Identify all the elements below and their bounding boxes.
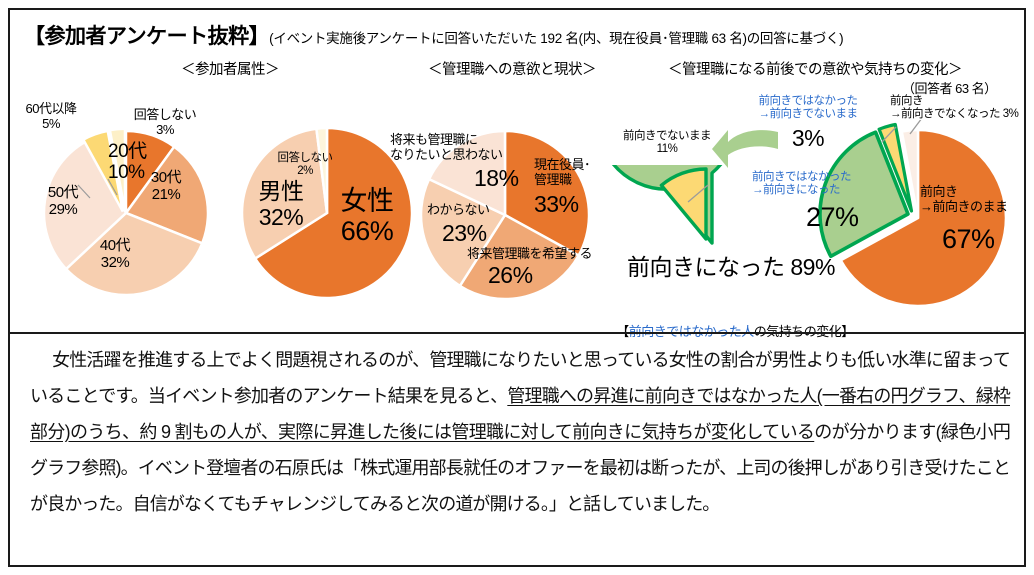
label-became-positive-text: 前向きではなかった →前向きになった	[752, 171, 852, 196]
label-became-negative-text: 前向き →前向きでなくなった 3%	[890, 95, 1019, 120]
page-title: 【参加者アンケート抜粋】(イベント実施後アンケートに回答いただいた 192 名(…	[24, 20, 1014, 50]
pie-chart-management-aspiration-svg	[419, 129, 591, 301]
label-40dai: 40代 32%	[99, 237, 131, 271]
pie-slice-wish-manager	[458, 213, 581, 301]
label-became-positive-pct: 27%	[806, 202, 859, 232]
pie-slice-became-positive	[818, 130, 910, 259]
body-segment-3: のが分かります(緑色小円グラフ参照)。イベント登壇者の石原氏は「株式運用部長就任…	[30, 422, 1011, 514]
pie-chart-participant-attributes	[22, 105, 232, 305]
change-respondent-count: （回答者 63 名）	[902, 81, 997, 96]
label-stayed-positive-text: 前向き →前向きのまま	[920, 184, 1008, 214]
label-unknown-pct: 23%	[442, 220, 487, 246]
pie-slice-no-wish-manager	[427, 129, 507, 217]
pie-chart-before-after-change-svg	[818, 120, 1008, 308]
label-wish-manager-text: 将来管理職を希望する	[467, 246, 593, 261]
pie-slice-female	[253, 126, 414, 300]
section-divider	[10, 332, 1024, 334]
green-chart-caption: 【前向きではなかった人の気持ちの変化】	[570, 321, 900, 340]
label-no-answer-age: 回答しない 3%	[133, 107, 197, 137]
green-arrow-icon	[712, 130, 778, 168]
pie-slice-60dai-ikou	[81, 129, 125, 213]
pie-slice-male	[240, 127, 329, 261]
section-header-attributes: ＜参加者属性＞	[181, 62, 280, 78]
pie-slice-stayed-not-positive	[877, 122, 914, 213]
pie-chart-gender	[232, 120, 422, 305]
label-stayed-not-positive-small: 前向きでないまま 11%	[623, 130, 712, 155]
pie-chart-participant-attributes-svg	[42, 127, 210, 297]
label-female: 女性 66%	[340, 186, 395, 247]
infographic-frame: 【参加者アンケート抜粋】(イベント実施後アンケートに回答いただいた 192 名(…	[8, 8, 1026, 567]
page-title-subtitle: (イベント実施後アンケートに回答いただいた 192 名(内、現在役員･管理職 6…	[269, 31, 844, 46]
caption-highlight: 前向きではなかった人	[628, 324, 755, 339]
label-50dai: 50代 29%	[47, 184, 79, 218]
label-stayed-positive-pct: 67%	[942, 224, 995, 254]
page-title-main: 【参加者アンケート抜粋】	[24, 25, 270, 48]
pie-slice-stayed-not-positive-small	[659, 167, 708, 241]
leader-line-stayed-not-positive	[881, 126, 897, 143]
label-20dai: 20代 10%	[108, 141, 147, 184]
label-became-positive-small: 前向きになった 89%	[627, 254, 835, 280]
pie-chart-management-aspiration	[410, 122, 600, 307]
label-current-manager-pct: 33%	[534, 191, 579, 217]
pie-slice-50dai	[42, 139, 128, 271]
pie-slice-40dai	[64, 211, 204, 297]
pie-chart-gender-svg	[240, 126, 414, 300]
pie-chart-before-after-change	[810, 120, 1020, 315]
body-segment-1: 女性活躍を推進する上でよく問題視されるのが、管理職になりたいと思っている女性の割…	[30, 350, 1011, 406]
caption-rest: の気持ちの変化	[753, 324, 842, 339]
label-stayed-not-positive-pct: 3%	[791, 125, 825, 151]
pie-chart-not-positive-change	[610, 165, 810, 310]
label-wish-manager-pct: 26%	[488, 262, 533, 288]
leader-line-became-negative	[909, 120, 922, 135]
body-segment-underlined: 管理職への昇進に前向きではなかった人(一番右の円グラフ、緑枠部分)のうち、約 9…	[30, 386, 1011, 442]
pie-slice-30dai	[124, 144, 210, 245]
pie-chart-not-positive-change-svg	[611, 165, 723, 245]
section-header-management: ＜管理職への意欲と現状＞	[428, 62, 597, 78]
leader-line-no-answer	[107, 178, 118, 196]
label-no-wish-manager-text: 将来も管理職に なりたいと思わない	[390, 132, 503, 162]
label-current-manager-text: 現在役員･ 管理職	[534, 157, 591, 187]
pie-slice-current-manager	[503, 129, 591, 258]
leader-line-60dai	[77, 184, 91, 199]
body-paragraph: 女性活躍を推進する上でよく問題視されるのが、管理職になりたいと思っている女性の割…	[30, 342, 1011, 522]
label-stayed-not-positive-text: 前向きではなかった →前向きでないまま	[758, 95, 859, 120]
green-arrow-shape	[712, 130, 778, 168]
label-no-wish-manager-pct: 18%	[474, 165, 519, 191]
pie-slice-gender-no-answer	[315, 126, 329, 214]
pie-slice-became-negative	[900, 128, 920, 219]
section-header-change: ＜管理職になる前後での意欲や気持ちの変化＞	[668, 62, 963, 78]
label-unknown-text: わからない	[427, 202, 490, 217]
pie-slice-stayed-positive	[839, 128, 1008, 308]
pie-slice-no-answer	[108, 127, 127, 212]
label-male: 男性 32%	[258, 178, 305, 230]
label-60dai-ikou: 60代以降 5%	[25, 101, 77, 131]
label-gender-no-answer: 回答しない 2%	[277, 152, 334, 177]
caption-bracket-open: 【	[616, 324, 629, 339]
label-30dai: 30代 21%	[150, 169, 182, 203]
caption-bracket-close: 】	[841, 324, 854, 339]
leader-line-stayed-not-positive-small	[687, 184, 709, 203]
